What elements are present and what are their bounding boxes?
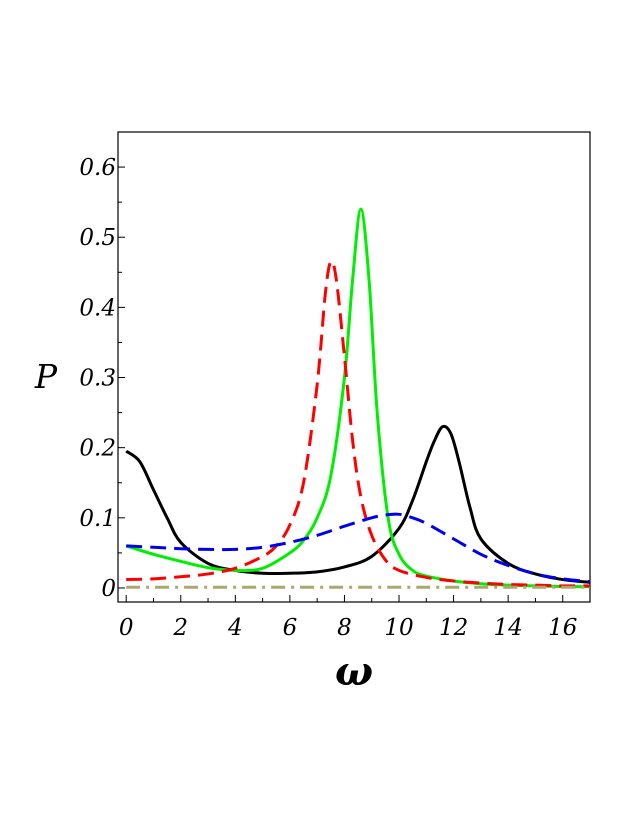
y-tick-label: 0.1	[79, 506, 116, 532]
y-tick-label: 0.5	[79, 225, 116, 251]
x-tick-label: 4	[227, 615, 243, 641]
y-axis-label: P	[34, 357, 58, 396]
y-tick-label: 0	[101, 576, 116, 602]
x-tick-label: 16	[548, 615, 577, 641]
x-tick-label: 2	[172, 615, 188, 641]
series-line-3	[126, 259, 591, 588]
y-tick-label: 0.4	[79, 295, 116, 321]
y-axis: 0 0.1 0.2 0.3 0.4 0.5 0.6	[79, 155, 125, 602]
series-line-1	[125, 424, 591, 584]
x-axis: 0 2 4 6 8 10 12 14 16	[119, 595, 577, 641]
y-tick-label: 0.2	[79, 436, 116, 462]
plot-frame	[117, 131, 591, 603]
y-tick-label: 0.6	[79, 155, 116, 181]
x-tick-label: 0	[119, 615, 134, 641]
x-tick-label: 14	[494, 615, 523, 641]
x-tick-label: 6	[283, 615, 298, 641]
x-tick-label: 10	[384, 615, 413, 641]
x-axis-label: ω	[335, 648, 373, 695]
y-tick-label: 0.3	[79, 366, 116, 392]
series-line-2	[125, 207, 591, 589]
series-line-4	[126, 512, 591, 584]
x-tick-label: 8	[337, 615, 352, 641]
series-layer	[125, 207, 591, 589]
x-tick-label: 12	[439, 615, 468, 641]
